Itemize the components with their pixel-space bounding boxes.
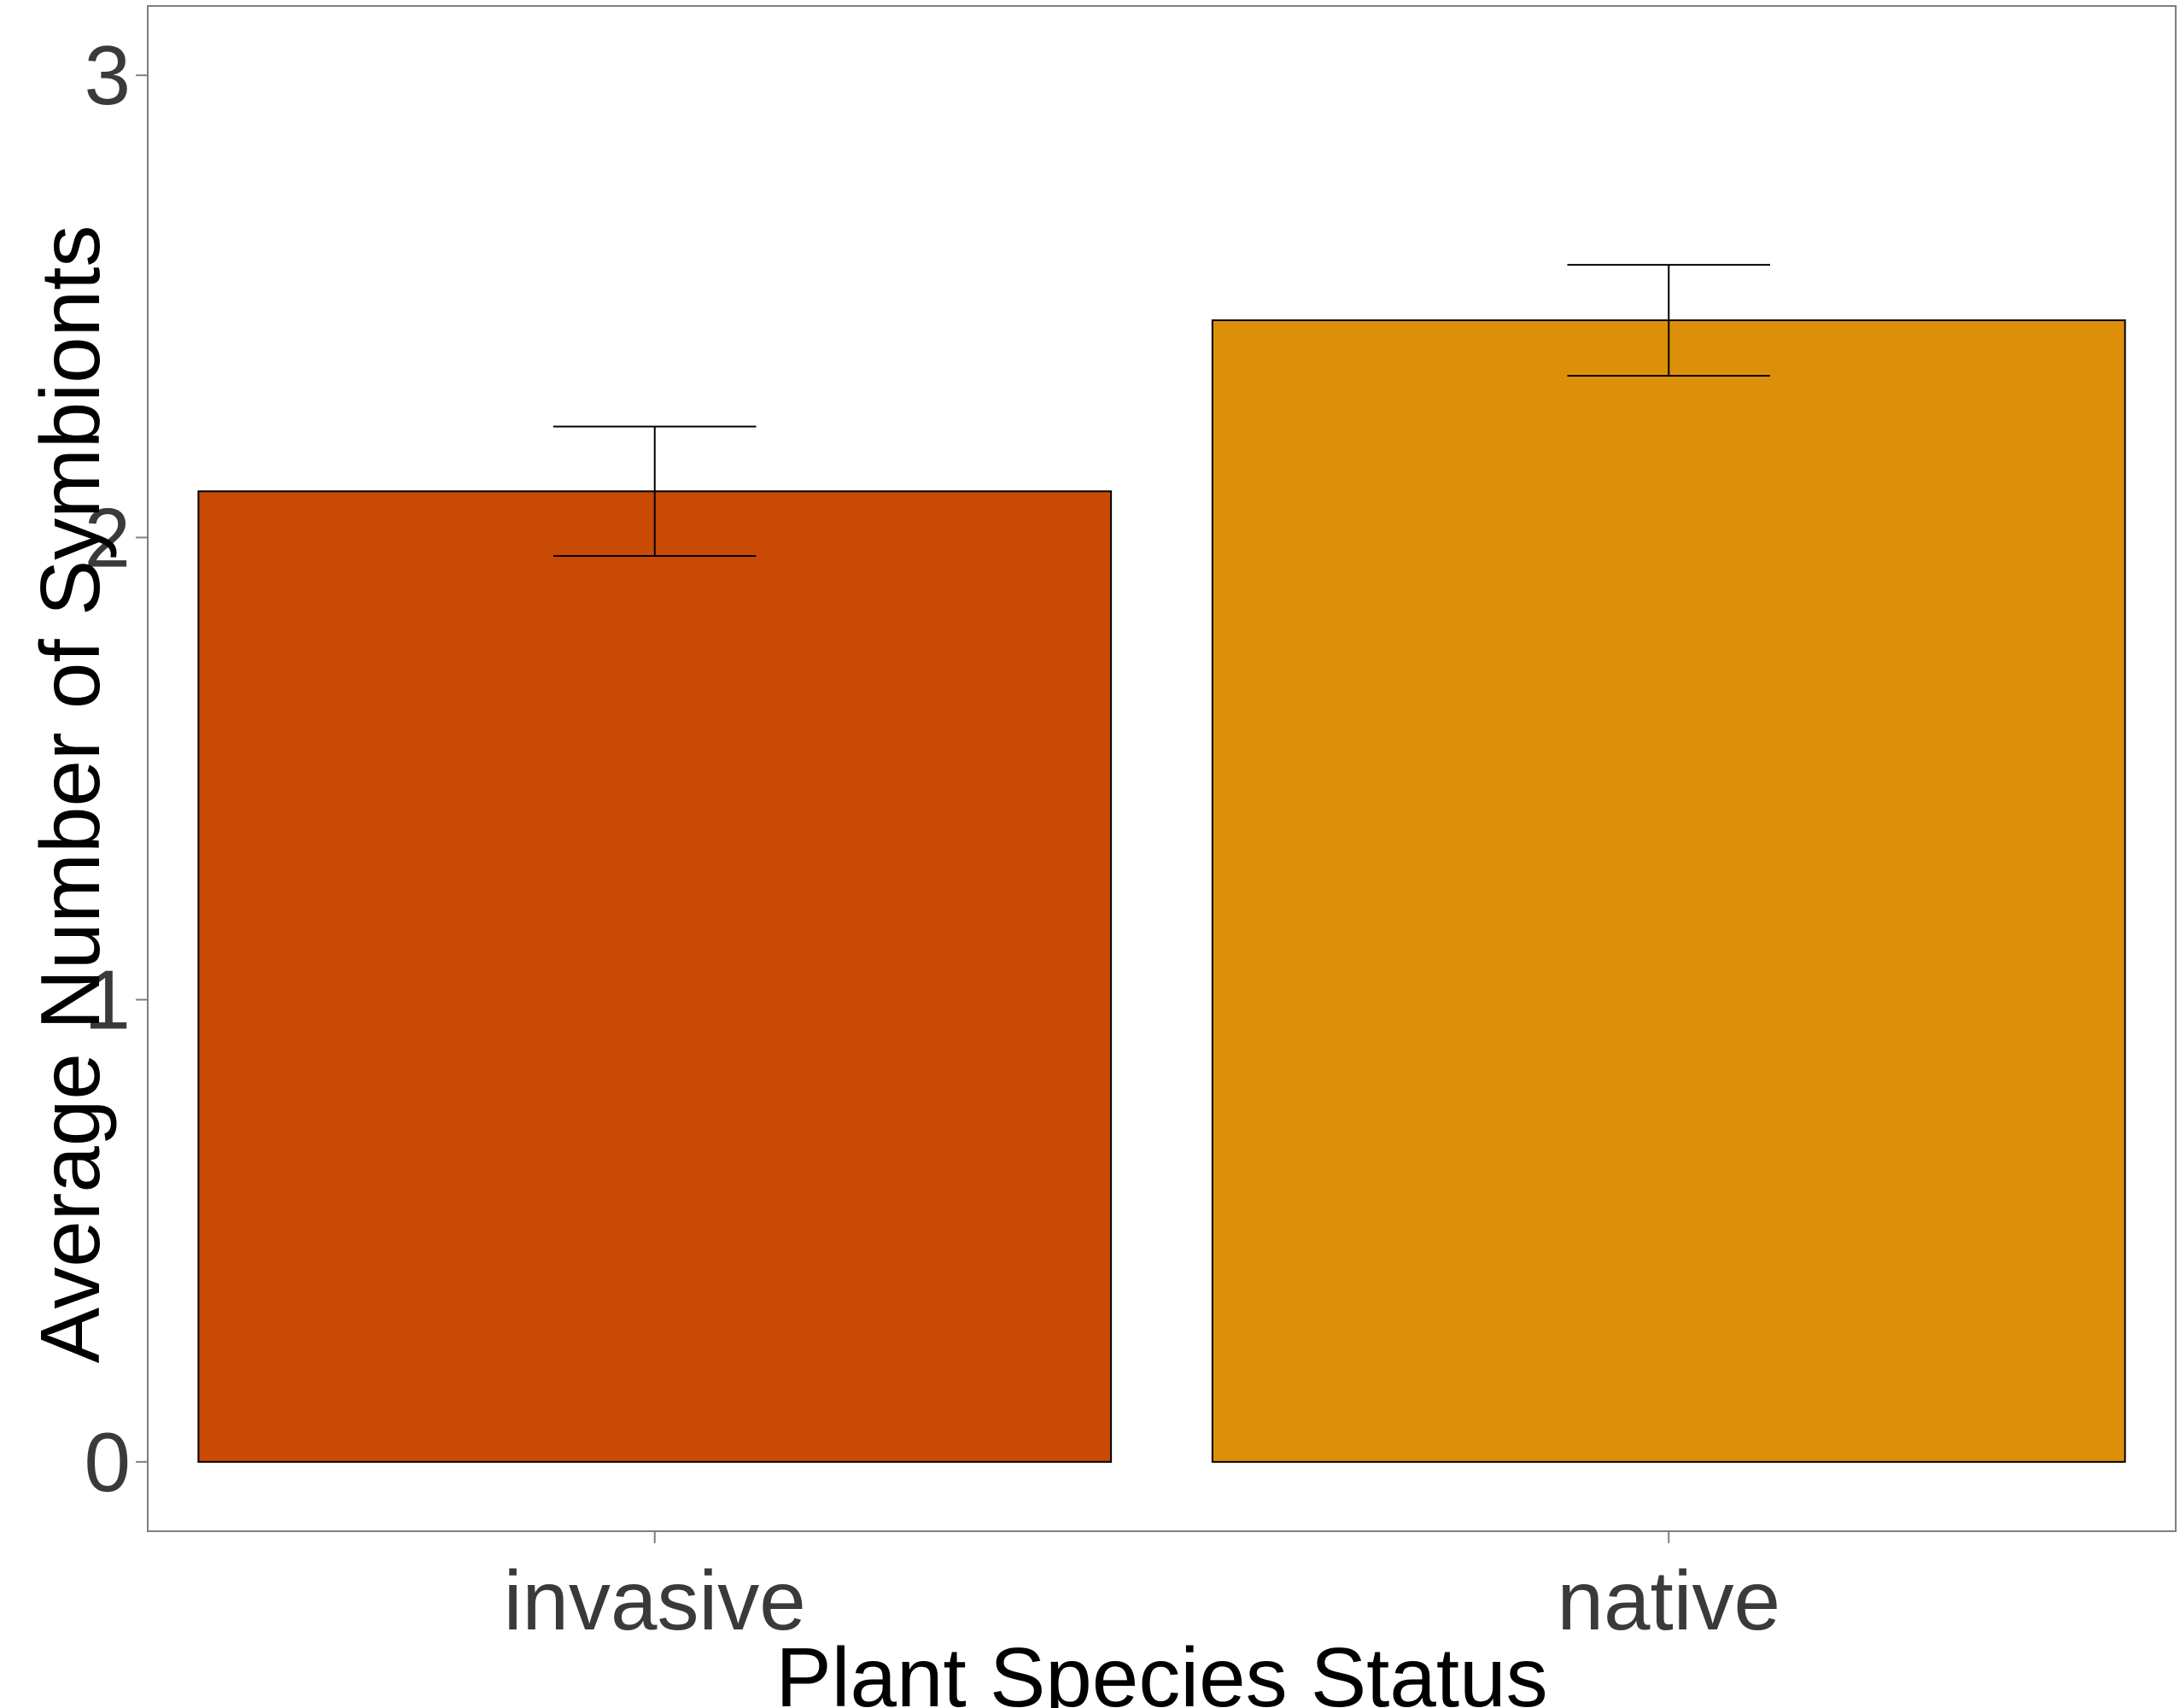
y-tick-label: 0	[84, 1415, 131, 1509]
x-axis: invasive native	[504, 1531, 1780, 1647]
bar-invasive	[197, 490, 1113, 1463]
panel-border	[147, 5, 2177, 1532]
bars	[197, 319, 2126, 1463]
error-bars	[553, 264, 1770, 558]
error-bar-native	[1567, 264, 1770, 377]
x-tick-label-native: native	[1557, 1553, 1780, 1647]
y-axis-title: Average Number of Symbionts	[23, 225, 117, 1364]
x-tick-label-invasive: invasive	[504, 1553, 806, 1647]
error-bar-invasive	[553, 425, 757, 558]
bar-native	[1211, 319, 2126, 1463]
y-axis: 0 1 2 3	[84, 28, 148, 1509]
y-tick-label: 3	[84, 28, 131, 122]
x-axis-title: Plant Species Status	[775, 1630, 1547, 1708]
y-tick-label: 2	[84, 490, 131, 584]
y-tick-label: 1	[84, 953, 131, 1047]
